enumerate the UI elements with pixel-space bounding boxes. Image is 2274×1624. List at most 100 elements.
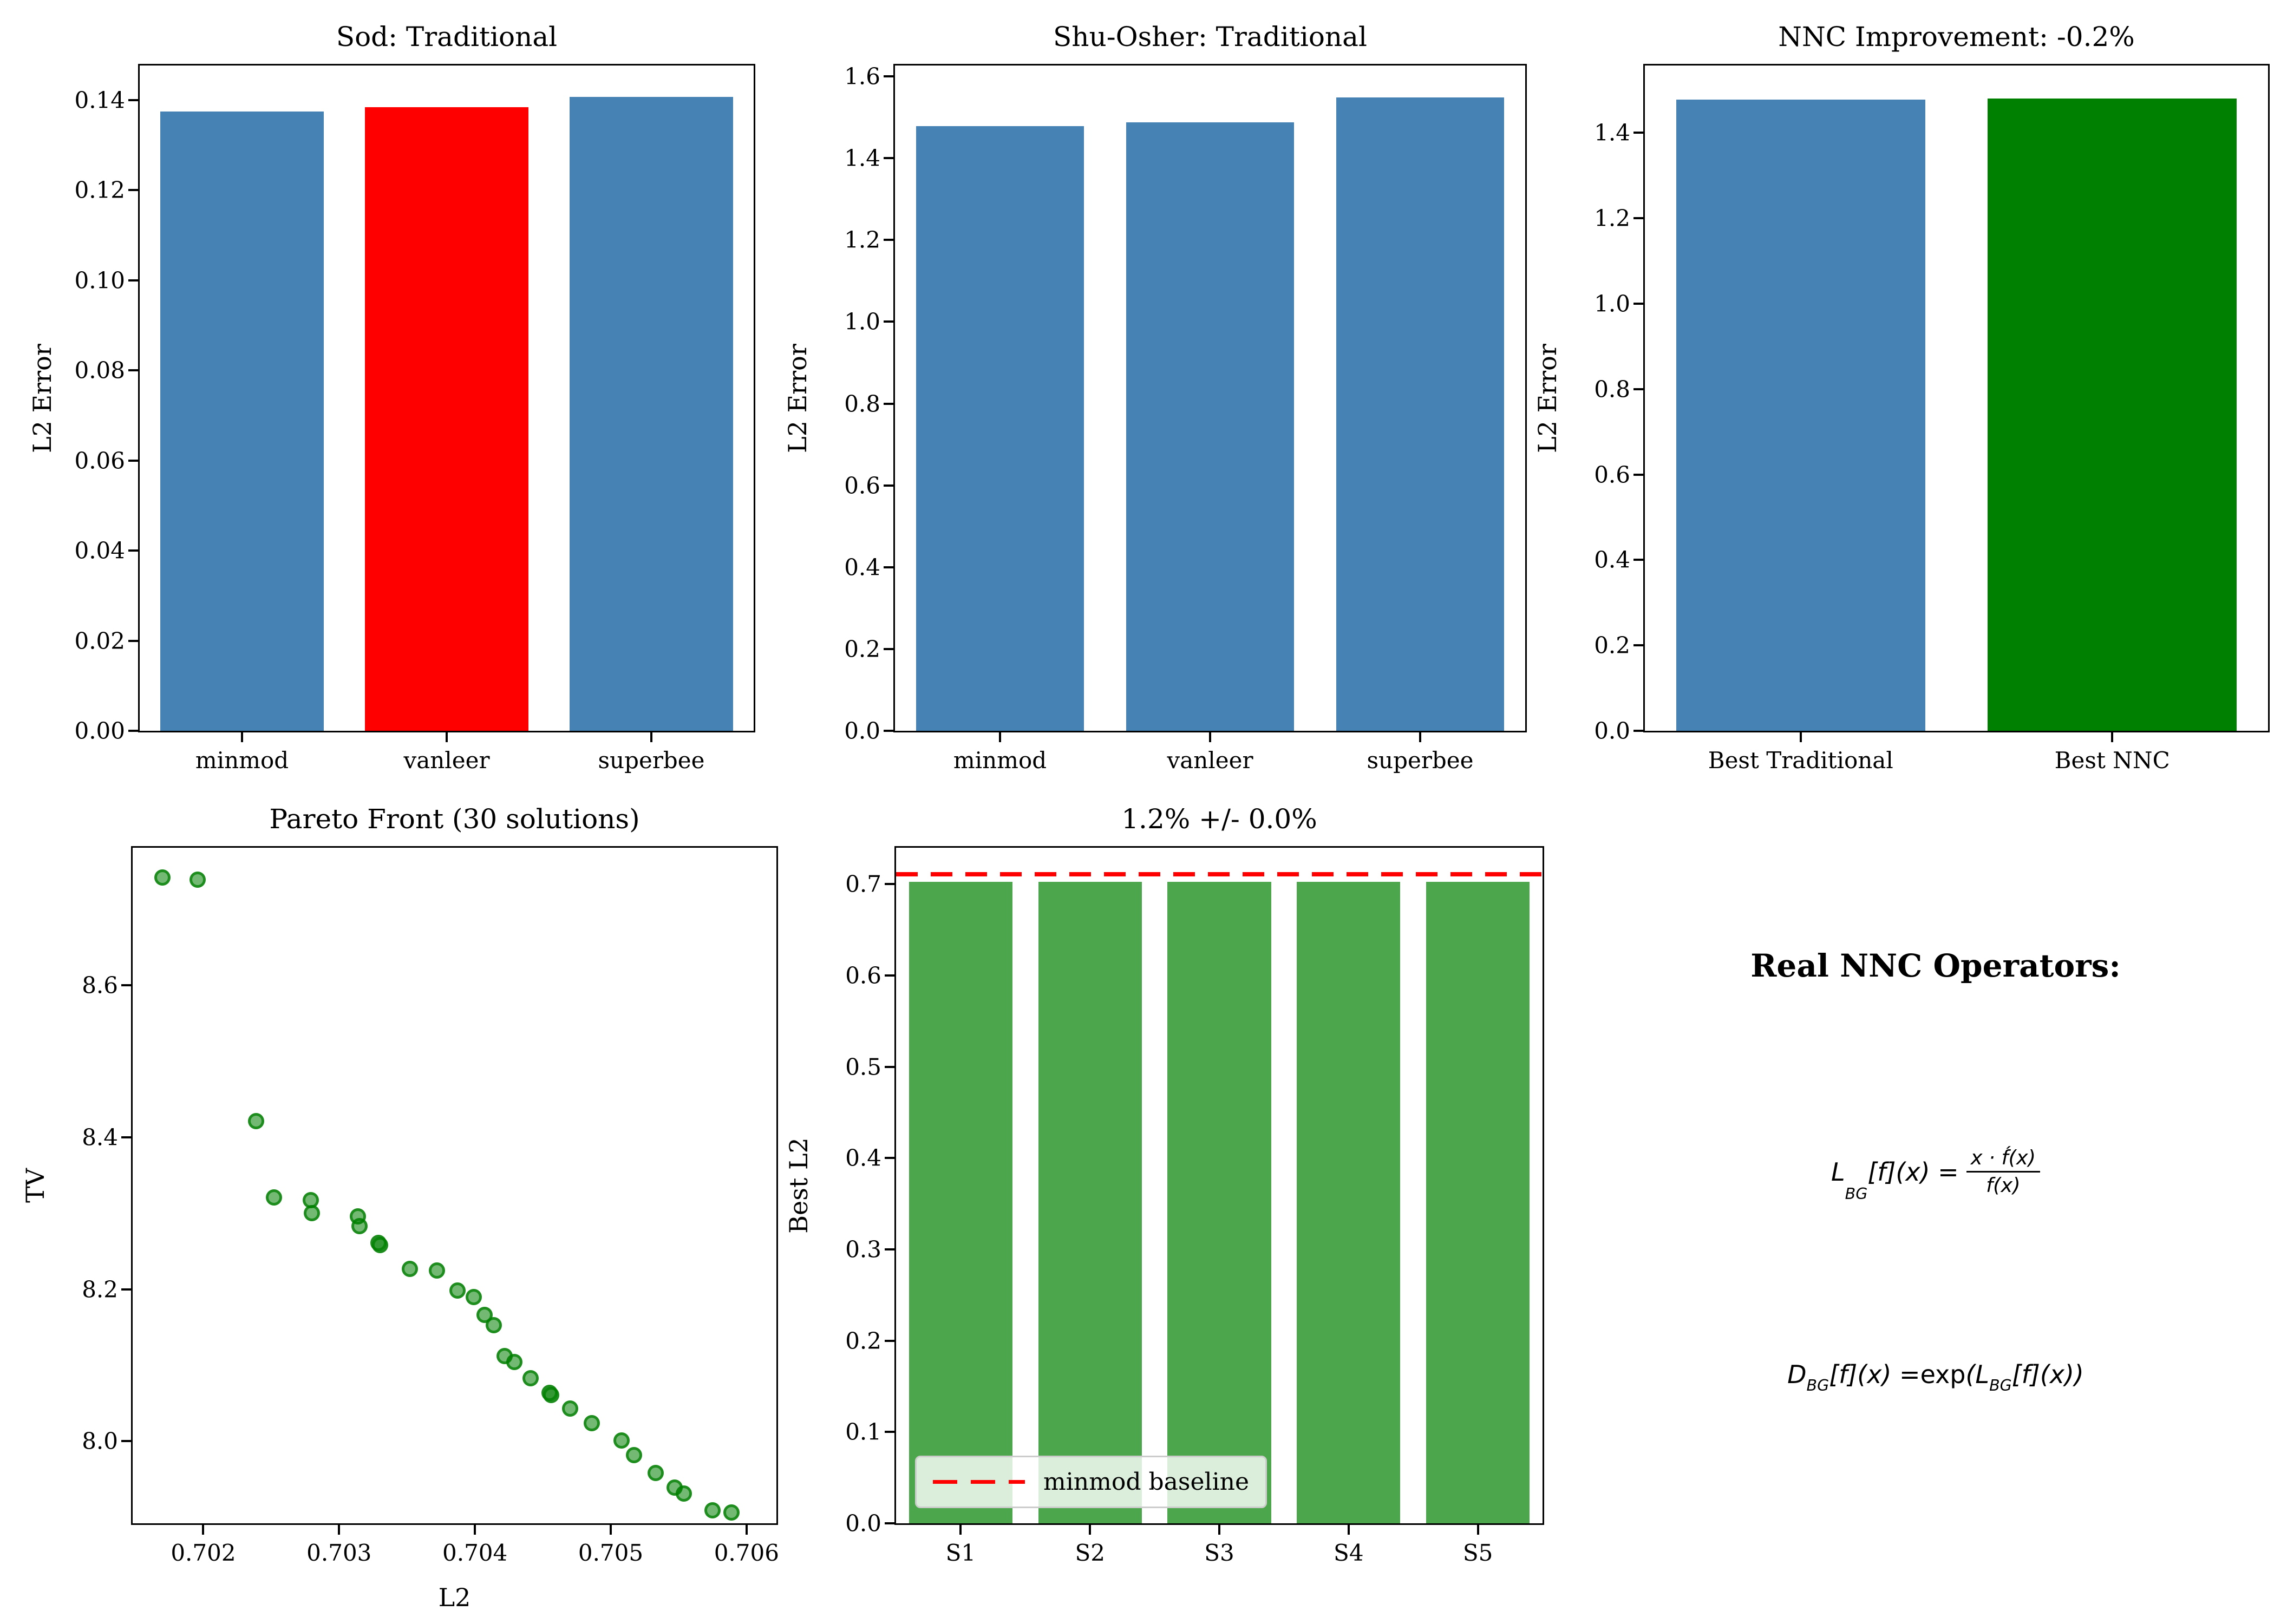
y-tick-label: 1.4 bbox=[1594, 119, 1630, 146]
y-axis-label: Best L2 bbox=[784, 1137, 813, 1234]
y-tick-label: 8.4 bbox=[82, 1124, 118, 1151]
x-tick-mark bbox=[650, 732, 652, 742]
y-tick-label: 1.0 bbox=[844, 308, 880, 335]
math-function: exp bbox=[1920, 1359, 1966, 1389]
y-tick-label: 0.7 bbox=[845, 870, 881, 898]
pareto-point bbox=[486, 1317, 502, 1333]
y-tick-label: 0.0 bbox=[845, 1510, 881, 1537]
x-tick-label: S1 bbox=[945, 1540, 976, 1566]
panel-title: Real NNC Operators: bbox=[1750, 947, 2121, 984]
y-tick-mark bbox=[1633, 473, 1643, 476]
y-tick-label: 0.02 bbox=[74, 627, 125, 654]
bar-vanleer bbox=[364, 107, 529, 731]
y-axis-label: L2 Error bbox=[1533, 343, 1562, 453]
nnc-operators-panel: Real NNC Operators: L BG [f](x) = x · f́(x… bbox=[1597, 947, 2274, 1394]
y-tick-label: 0.4 bbox=[1594, 546, 1630, 573]
math-numerator: x · f́(x) bbox=[1966, 1146, 2040, 1173]
y-tick-label: 0.0 bbox=[844, 717, 880, 744]
y-tick-label: 0.6 bbox=[1594, 461, 1630, 488]
x-tick-label: minmod bbox=[195, 747, 289, 774]
x-tick-label: 0.705 bbox=[578, 1540, 644, 1566]
pareto-point bbox=[465, 1288, 482, 1305]
x-tick-mark bbox=[1476, 1525, 1479, 1535]
x-tick-mark bbox=[241, 732, 243, 742]
math-term: (L bbox=[1965, 1359, 1990, 1389]
legend: minmod baseline bbox=[915, 1456, 1267, 1508]
lbg-formula: L BG [f](x) = x · f́(x) f(x) bbox=[1597, 1146, 2274, 1203]
pareto-point bbox=[561, 1400, 578, 1417]
pareto-point bbox=[401, 1260, 418, 1277]
x-axis-label: L2 bbox=[438, 1583, 471, 1612]
y-axis-label: L2 Error bbox=[783, 343, 812, 453]
y-tick-mark bbox=[884, 75, 893, 78]
math-subscript: BG bbox=[1989, 1376, 2012, 1394]
y-tick-mark bbox=[885, 1522, 894, 1524]
pareto-point bbox=[304, 1205, 321, 1222]
pareto-point bbox=[676, 1485, 692, 1502]
pareto-point bbox=[625, 1446, 642, 1463]
bar-minmod bbox=[916, 126, 1084, 731]
y-tick-label: 0.12 bbox=[74, 176, 125, 204]
x-tick-label: S5 bbox=[1462, 1540, 1493, 1566]
x-tick-label: 0.704 bbox=[442, 1540, 508, 1566]
y-tick-label: 0.6 bbox=[844, 472, 880, 499]
y-tick-mark bbox=[128, 279, 138, 281]
y-tick-label: 0.08 bbox=[74, 357, 125, 384]
y-tick-mark bbox=[121, 1288, 131, 1291]
y-tick-mark bbox=[1633, 730, 1643, 732]
y-tick-mark bbox=[884, 239, 893, 241]
bar-Best Traditional bbox=[1676, 99, 1925, 731]
y-tick-mark bbox=[128, 459, 138, 462]
y-tick-mark bbox=[884, 730, 893, 732]
pareto-point bbox=[351, 1218, 368, 1235]
x-tick-mark bbox=[959, 1525, 962, 1535]
y-tick-mark bbox=[121, 984, 131, 987]
x-tick-mark bbox=[1419, 732, 1421, 742]
x-tick-mark bbox=[1209, 732, 1211, 742]
x-tick-label: 0.703 bbox=[306, 1540, 372, 1566]
y-tick-mark bbox=[1633, 644, 1643, 647]
y-tick-mark bbox=[885, 1339, 894, 1342]
x-tick-mark bbox=[999, 732, 1001, 742]
y-tick-label: 1.4 bbox=[844, 145, 880, 172]
x-tick-label: minmod bbox=[953, 747, 1047, 774]
bar-S1 bbox=[909, 882, 1012, 1523]
x-tick-label: Best Traditional bbox=[1708, 747, 1893, 774]
y-tick-mark bbox=[885, 1065, 894, 1068]
legend-dashed-line-sample bbox=[933, 1480, 1025, 1484]
nnc-improvement-chart: NNC Improvement: -0.2% L2 Error 0.0 0.2 0.… bbox=[1533, 21, 2270, 774]
y-tick-label: 0.1 bbox=[845, 1418, 881, 1445]
y-tick-label: 0.14 bbox=[74, 87, 125, 114]
minmod-baseline-line bbox=[896, 872, 1543, 876]
x-tick-label: S3 bbox=[1204, 1540, 1234, 1566]
x-tick-mark bbox=[1347, 1525, 1350, 1535]
y-tick-label: 0.2 bbox=[1594, 632, 1630, 659]
y-tick-label: 0.5 bbox=[845, 1053, 881, 1081]
pareto-point bbox=[506, 1354, 522, 1371]
pareto-front-chart: Pareto Front (30 solutions) TV L2 8.0 8.2… bbox=[21, 803, 779, 1612]
bar-S2 bbox=[1038, 882, 1142, 1523]
pareto-point bbox=[248, 1113, 265, 1130]
x-tick-label: Best NNC bbox=[2054, 747, 2170, 774]
y-tick-label: 8.0 bbox=[82, 1427, 118, 1455]
x-tick-label: vanleer bbox=[1167, 747, 1253, 774]
bar-superbee bbox=[569, 97, 734, 731]
y-tick-label: 8.6 bbox=[82, 972, 118, 999]
legend-label: minmod baseline bbox=[1043, 1468, 1250, 1496]
x-tick-label: superbee bbox=[1367, 747, 1474, 774]
bar-S3 bbox=[1167, 882, 1271, 1523]
y-tick-label: 0.3 bbox=[845, 1236, 881, 1263]
sod-traditional-chart: Sod: Traditional L2 Error 0.00 0.02 0.04 0.… bbox=[28, 21, 755, 774]
y-tick-mark bbox=[1633, 388, 1643, 390]
math-term: [f](x) = bbox=[1829, 1359, 1920, 1389]
y-tick-label: 0.04 bbox=[74, 537, 125, 564]
pareto-point bbox=[613, 1432, 630, 1449]
bar-S4 bbox=[1297, 882, 1401, 1523]
y-tick-label: 1.0 bbox=[1594, 290, 1630, 317]
x-tick-label: superbee bbox=[598, 747, 705, 774]
math-fraction: x · f́(x) f(x) bbox=[1966, 1146, 2040, 1197]
x-tick-mark bbox=[474, 1525, 476, 1535]
y-tick-label: 0.6 bbox=[845, 962, 881, 989]
y-tick-label: 1.2 bbox=[844, 226, 880, 253]
